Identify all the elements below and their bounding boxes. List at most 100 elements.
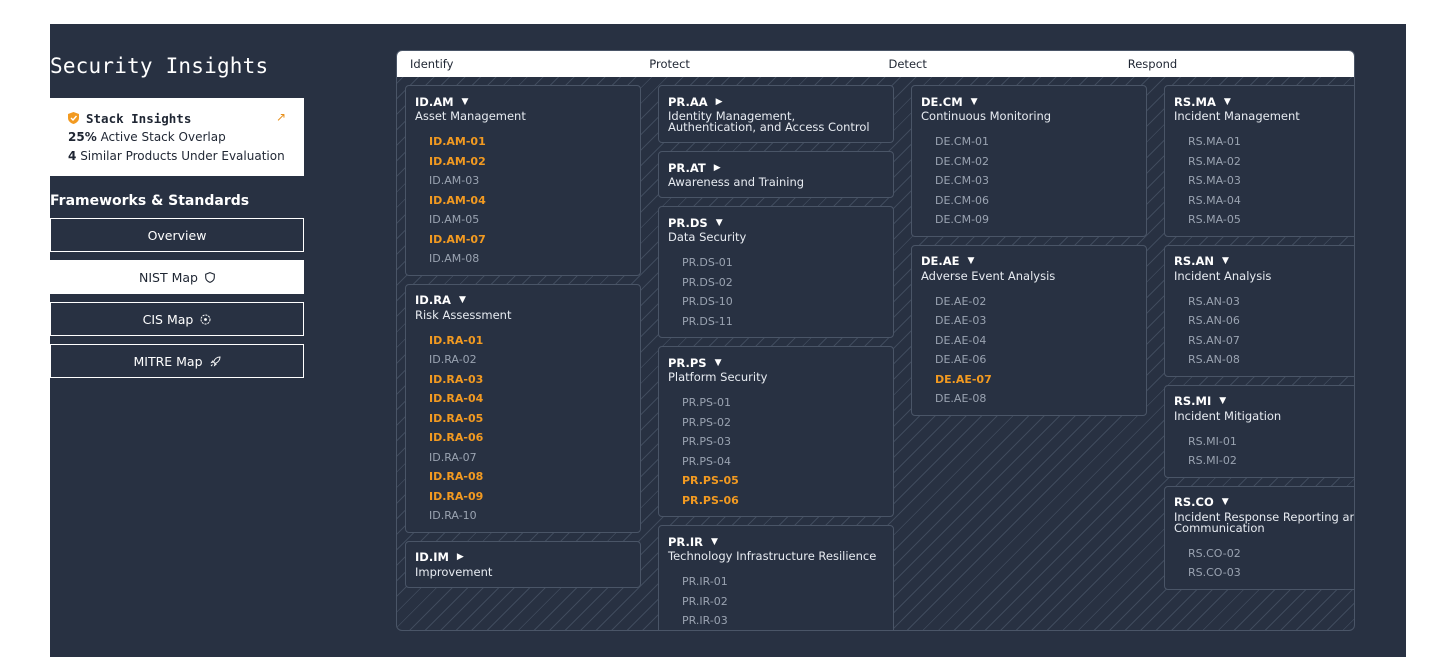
subcategory-item[interactable]: DE.CM-03 [935, 174, 990, 187]
subcategory-item[interactable]: PR.IR-01 [682, 575, 728, 588]
subcategory-item[interactable]: DE.AE-08 [935, 392, 987, 405]
subcategory-item-covered[interactable]: ID.AM-01 [429, 135, 486, 148]
subcategory-item[interactable]: PR.DS-01 [682, 256, 733, 269]
category-header[interactable]: PR.AA ▶ [668, 94, 884, 109]
subcategory-item[interactable]: DE.CM-01 [935, 135, 990, 148]
category-card[interactable]: RS.MI ▼ Incident Mitigation RS.MI-01 RS.MI-0… [1164, 384, 1354, 478]
category-card[interactable]: ID.RA ▼ Risk Assessment ID.RA-01 ID.RA-02 ID.… [405, 283, 641, 533]
subcategory-item[interactable]: DE.CM-02 [935, 154, 990, 168]
category-header[interactable]: DE.AE ▼ [921, 254, 1137, 269]
subcategory-item[interactable]: RS.CO-02 [1188, 546, 1241, 560]
caret-down-icon[interactable]: ▼ [715, 217, 723, 228]
category-header[interactable]: ID.AM ▼ [415, 94, 631, 109]
subcategory-item-covered[interactable]: ID.RA-04 [429, 392, 484, 405]
category-header[interactable]: RS.MA ▼ [1174, 94, 1354, 109]
subcategory-item[interactable]: RS.MA-03 [1188, 174, 1241, 187]
subcategory-item[interactable]: ID.AM-03 [429, 174, 480, 187]
subcategory-item[interactable]: RS.MI-02 [1188, 454, 1237, 467]
subcategory-item-covered[interactable]: ID.RA-06 [429, 431, 484, 444]
category-header[interactable]: ID.IM ▶ [415, 550, 631, 565]
caret-down-icon[interactable]: ▼ [1219, 396, 1227, 406]
caret-down-icon[interactable]: ▼ [714, 357, 722, 368]
caret-down-icon[interactable]: ▼ [1221, 497, 1229, 507]
overview-button[interactable]: Overview [50, 218, 304, 252]
caret-right-icon[interactable]: ▶ [715, 96, 723, 107]
category-card[interactable]: PR.AT ▶ Awareness and Training [658, 151, 894, 198]
caret-down-icon[interactable]: ▼ [711, 536, 718, 547]
subcategory-item[interactable]: RS.AN-07 [1188, 333, 1240, 347]
subcategory-item[interactable]: ID.AM-05 [429, 213, 480, 226]
subcategory-item[interactable]: RS.MA-04 [1188, 193, 1241, 207]
subcategory-item[interactable]: PR.PS-04 [682, 454, 731, 468]
subcategory-item[interactable]: PR.PS-03 [682, 435, 731, 448]
category-header[interactable]: PR.AT ▶ [668, 160, 884, 175]
subcategory-item[interactable]: RS.AN-08 [1188, 353, 1240, 366]
category-card[interactable]: DE.AE ▼ Adverse Event Analysis DE.AE-02 DE.A… [911, 244, 1147, 416]
mitre-map-button[interactable]: MITRE Map [50, 344, 304, 378]
caret-down-icon[interactable]: ▼ [970, 96, 978, 107]
caret-down-icon[interactable]: ▼ [461, 96, 469, 107]
category-header[interactable]: ID.RA ▼ [415, 293, 631, 308]
subcategory-item-covered[interactable]: ID.RA-05 [429, 411, 484, 425]
subcategory-item[interactable]: PR.IR-04 [682, 631, 884, 632]
subcategory-item[interactable]: RS.MA-02 [1188, 154, 1241, 168]
cis-map-button[interactable]: CIS Map [50, 302, 304, 336]
arrow-up-right-icon[interactable]: ↗ [275, 110, 286, 124]
subcategory-item[interactable]: DE.CM-06 [935, 193, 990, 207]
subcategory-item[interactable]: ID.RA-07 [429, 450, 477, 464]
category-card[interactable]: PR.PS ▼ Platform Security PR.PS-01 PR.PS-02 P… [658, 346, 894, 517]
category-card[interactable]: RS.MA ▼ Incident Management RS.MA-01 RS.MA-0… [1164, 85, 1354, 237]
subcategory-item[interactable]: PR.PS-02 [682, 415, 731, 429]
subcategory-item[interactable]: ID.RA-10 [429, 509, 477, 522]
subcategory-item[interactable]: DE.CM-09 [935, 213, 990, 226]
subcategory-item[interactable]: RS.MA-05 [1188, 213, 1241, 226]
subcategory-item-covered[interactable]: ID.AM-07 [429, 232, 486, 246]
caret-down-icon[interactable]: ▼ [967, 256, 975, 266]
stack-insights-card[interactable]: Stack Insights ↗ 25% Active Stack Overla… [50, 98, 304, 176]
category-card[interactable]: RS.AN ▼ Incident Analysis RS.AN-03 RS.AN-06 R… [1164, 244, 1354, 377]
subcategory-item[interactable]: PR.DS-02 [682, 275, 733, 289]
subcategory-item-covered[interactable]: ID.RA-08 [429, 470, 484, 483]
category-card[interactable]: PR.AA ▶ Identity Management, Authenticatio… [658, 85, 894, 143]
subcategory-item[interactable]: ID.AM-08 [429, 252, 480, 265]
subcategory-item-covered[interactable]: ID.RA-09 [429, 489, 484, 503]
caret-right-icon[interactable]: ▶ [713, 162, 721, 173]
subcategory-item[interactable]: RS.MI-01 [1188, 434, 1237, 448]
subcategory-item-covered[interactable]: ID.RA-01 [429, 333, 484, 347]
subcategory-item[interactable]: RS.CO-03 [1188, 566, 1241, 579]
caret-right-icon[interactable]: ▶ [456, 552, 464, 562]
category-header[interactable]: RS.MI ▼ [1174, 394, 1354, 409]
category-card[interactable]: ID.AM ▼ Asset Management ID.AM-01 ID.AM-02 ID… [405, 85, 641, 276]
category-card[interactable]: RS.CO ▼ Incident Response Reporting and Co… [1164, 485, 1354, 590]
category-card[interactable]: PR.DS ▼ Data Security PR.DS-01 PR.DS-02 PR.DS… [658, 206, 894, 338]
subcategory-item[interactable]: PR.IR-03 [682, 614, 728, 627]
subcategory-item[interactable]: PR.IR-02 [682, 594, 728, 608]
subcategory-item[interactable]: DE.AE-02 [935, 294, 987, 308]
subcategory-item-covered[interactable]: PR.PS-05 [682, 474, 739, 487]
subcategory-item[interactable]: RS.MA-01 [1188, 135, 1241, 148]
category-header[interactable]: RS.AN ▼ [1174, 254, 1354, 269]
subcategory-item[interactable]: RS.AN-03 [1188, 294, 1240, 308]
subcategory-item-covered[interactable]: ID.RA-03 [429, 372, 484, 386]
subcategory-item[interactable]: ID.RA-02 [429, 353, 477, 366]
caret-down-icon[interactable]: ▼ [1223, 96, 1231, 107]
caret-down-icon[interactable]: ▼ [458, 295, 466, 305]
subcategory-item[interactable]: PR.PS-01 [682, 396, 731, 409]
category-card[interactable]: PR.IR ▼ Technology Infrastructure Resilien… [658, 525, 894, 632]
nist-map-button[interactable]: NIST Map [50, 260, 304, 294]
category-header[interactable]: RS.CO ▼ [1174, 495, 1354, 510]
category-header[interactable]: PR.PS ▼ [668, 355, 884, 370]
subcategory-item[interactable]: DE.AE-04 [935, 333, 987, 347]
category-header[interactable]: PR.IR ▼ [668, 534, 884, 549]
caret-down-icon[interactable]: ▼ [1222, 256, 1229, 266]
subcategory-item[interactable]: DE.AE-03 [935, 314, 987, 327]
subcategory-item[interactable]: PR.DS-10 [682, 295, 733, 308]
subcategory-item-covered[interactable]: DE.AE-07 [935, 372, 992, 386]
subcategory-item-covered[interactable]: ID.AM-02 [429, 154, 486, 168]
category-header[interactable]: DE.CM ▼ [921, 94, 1137, 109]
subcategory-item-covered[interactable]: ID.AM-04 [429, 193, 486, 207]
subcategory-item[interactable]: DE.AE-06 [935, 353, 987, 366]
subcategory-item-covered[interactable]: PR.PS-06 [682, 493, 739, 507]
category-header[interactable]: PR.DS ▼ [668, 215, 884, 230]
category-card[interactable]: ID.IM ▶ Improvement [405, 540, 641, 588]
